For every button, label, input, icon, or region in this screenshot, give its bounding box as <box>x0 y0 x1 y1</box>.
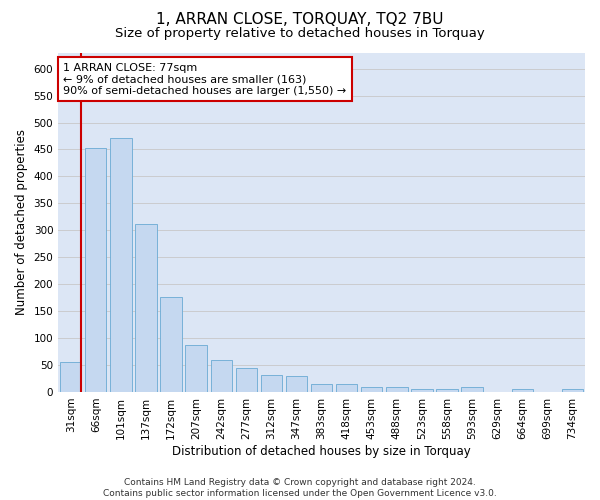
Bar <box>85 148 106 392</box>
Bar <box>436 388 458 392</box>
Bar <box>386 386 407 392</box>
Bar <box>336 384 358 392</box>
Bar <box>311 384 332 392</box>
Bar <box>185 344 207 392</box>
Bar <box>261 376 282 392</box>
Bar <box>110 138 131 392</box>
Text: 1 ARRAN CLOSE: 77sqm
← 9% of detached houses are smaller (163)
90% of semi-detac: 1 ARRAN CLOSE: 77sqm ← 9% of detached ho… <box>64 62 347 96</box>
Bar <box>236 368 257 392</box>
Bar <box>60 362 82 392</box>
Bar <box>512 390 533 392</box>
Bar <box>160 297 182 392</box>
Text: Contains HM Land Registry data © Crown copyright and database right 2024.
Contai: Contains HM Land Registry data © Crown c… <box>103 478 497 498</box>
Text: Size of property relative to detached houses in Torquay: Size of property relative to detached ho… <box>115 28 485 40</box>
Bar <box>136 224 157 392</box>
Bar <box>361 386 382 392</box>
Y-axis label: Number of detached properties: Number of detached properties <box>15 129 28 315</box>
X-axis label: Distribution of detached houses by size in Torquay: Distribution of detached houses by size … <box>172 444 471 458</box>
Bar <box>411 388 433 392</box>
Bar <box>286 376 307 392</box>
Text: 1, ARRAN CLOSE, TORQUAY, TQ2 7BU: 1, ARRAN CLOSE, TORQUAY, TQ2 7BU <box>156 12 444 28</box>
Bar <box>461 387 483 392</box>
Bar <box>562 390 583 392</box>
Bar <box>211 360 232 392</box>
